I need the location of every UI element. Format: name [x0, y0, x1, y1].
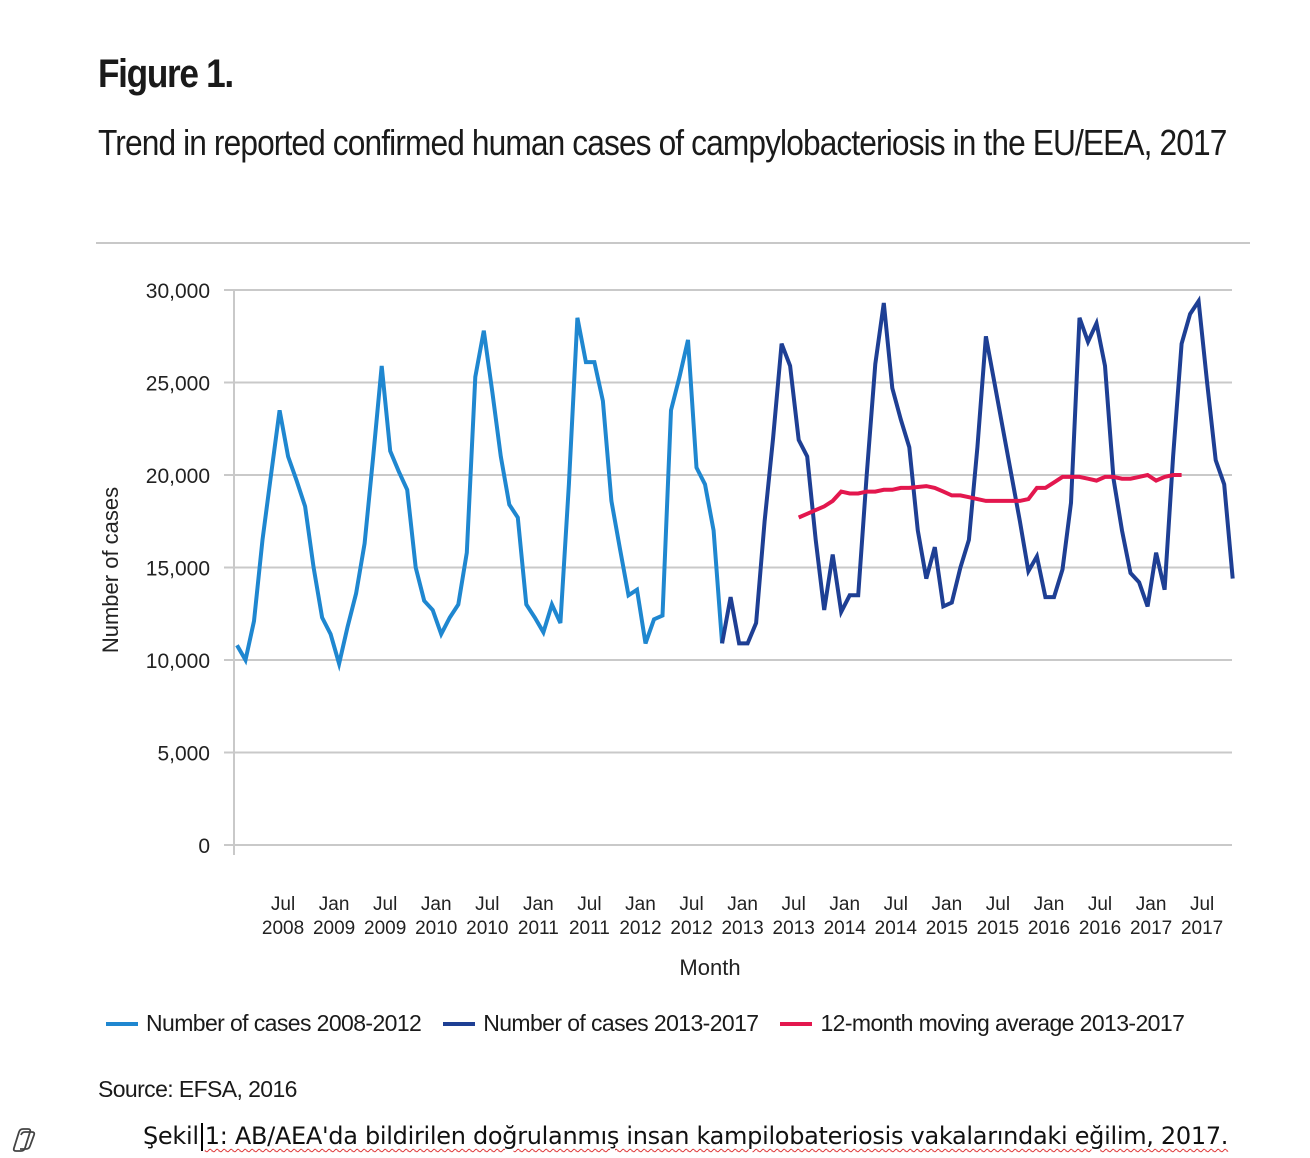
legend-item-moving-average: 12-month moving average 2013-2017: [780, 1010, 1185, 1037]
x-axis-ticks: Jul 2008 Jan 2009 Jul 2009 Jan 2010 Jul 2010 Jan 20…: [262, 894, 1223, 939]
y-axis-ticks: 0 5,000 10,000 15,000 20,000 25,000 30,000: [146, 280, 210, 858]
x-tick-label-month: Jan: [1034, 894, 1065, 915]
legend-label: Number of cases 2008-2012: [146, 1010, 422, 1036]
x-tick-label-month: Jul: [1088, 894, 1112, 915]
y-tick-label: 5,000: [157, 743, 210, 766]
caption-text: 1: AB/AEA'da bildirilen doğrulanmış insa…: [204, 1122, 1229, 1150]
x-tick-label-year: 2013: [773, 918, 815, 939]
source-note: Source: EFSA, 2016: [98, 1076, 297, 1102]
chart-legend: Number of cases 2008-2012 Number of case…: [106, 1010, 1206, 1037]
series-line-2013-2017: [720, 295, 1235, 646]
text-cursor: [200, 1123, 203, 1151]
title-divider: [96, 242, 1250, 244]
legend-swatch-red: [780, 1021, 813, 1026]
x-tick-label-month: Jan: [932, 894, 963, 915]
figure-label: Figure 1.: [98, 52, 234, 96]
y-tick-label: 30,000: [146, 280, 210, 303]
y-axis-label: Number of cases: [98, 487, 123, 653]
x-tick-label-year: 2014: [824, 918, 867, 939]
x-tick-label-month: Jan: [1136, 894, 1167, 915]
x-tick-label-month: Jan: [319, 894, 350, 915]
series-line-moving-average: [797, 472, 1182, 520]
legend-swatch-light-blue: [106, 1021, 138, 1026]
x-tick-label-month: Jan: [421, 894, 452, 915]
x-tick-label-year: 2017: [1130, 918, 1172, 939]
x-tick-label-month: Jul: [884, 894, 908, 915]
x-tick-label-year: 2012: [619, 918, 661, 939]
figure-title: Trend in reported confirmed human cases …: [98, 122, 1227, 163]
x-tick-label-month: Jan: [727, 894, 758, 915]
x-tick-label-year: 2011: [518, 918, 559, 939]
series-line-2008-2012: [235, 317, 725, 672]
x-tick-label-month: Jul: [373, 894, 397, 915]
x-tick-label-year: 2016: [1028, 918, 1070, 939]
y-tick-label: 10,000: [146, 650, 210, 673]
x-tick-label-year: 2010: [466, 918, 508, 939]
x-tick-label-month: Jul: [1190, 894, 1214, 915]
legend-item-2008-2012: Number of cases 2008-2012: [106, 1010, 422, 1037]
document-caption[interactable]: Şekil 1: AB/AEA'da bildirilen doğrulanmış…: [143, 1122, 1228, 1151]
x-tick-label-year: 2013: [721, 918, 763, 939]
x-tick-label-month: Jul: [986, 894, 1010, 915]
caption-prefix: Şekil: [143, 1122, 199, 1150]
y-tick-label: 20,000: [146, 465, 210, 488]
x-tick-label-year: 2015: [977, 918, 1019, 939]
x-tick-label-month: Jul: [577, 894, 601, 915]
x-tick-label-month: Jul: [475, 894, 499, 915]
x-tick-label-year: 2014: [875, 918, 918, 939]
x-tick-label-year: 2016: [1079, 918, 1121, 939]
x-tick-label-year: 2017: [1181, 918, 1223, 939]
x-axis-label: Month: [679, 955, 740, 980]
x-tick-label-month: Jul: [782, 894, 806, 915]
x-tick-label-month: Jan: [625, 894, 656, 915]
legend-swatch-dark-blue: [443, 1021, 476, 1026]
y-tick-label: 25,000: [146, 373, 210, 396]
x-tick-label-year: 2015: [926, 918, 968, 939]
x-tick-label-year: 2012: [670, 918, 712, 939]
copilot-icon[interactable]: [8, 1126, 38, 1154]
x-tick-label-year: 2009: [364, 918, 406, 939]
legend-label: 12-month moving average 2013-2017: [820, 1010, 1185, 1036]
x-tick-label-month: Jul: [679, 894, 703, 915]
x-tick-label-year: 2011: [569, 918, 610, 939]
x-tick-label-month: Jan: [523, 894, 554, 915]
legend-item-2013-2017: Number of cases 2013-2017: [443, 1010, 759, 1037]
x-tick-label-month: Jul: [271, 894, 295, 915]
legend-label: Number of cases 2013-2017: [483, 1010, 759, 1036]
y-tick-label: 15,000: [146, 558, 210, 581]
gridlines: [224, 289, 1232, 855]
line-chart: 0 5,000 10,000 15,000 20,000 25,000 30,000 Jul…: [98, 280, 1235, 980]
x-tick-label-year: 2010: [415, 918, 457, 939]
x-tick-label-year: 2008: [262, 918, 304, 939]
y-tick-label: 0: [198, 835, 210, 858]
x-tick-label-month: Jan: [829, 894, 860, 915]
x-tick-label-year: 2009: [313, 918, 355, 939]
series-lines: [235, 295, 1235, 672]
